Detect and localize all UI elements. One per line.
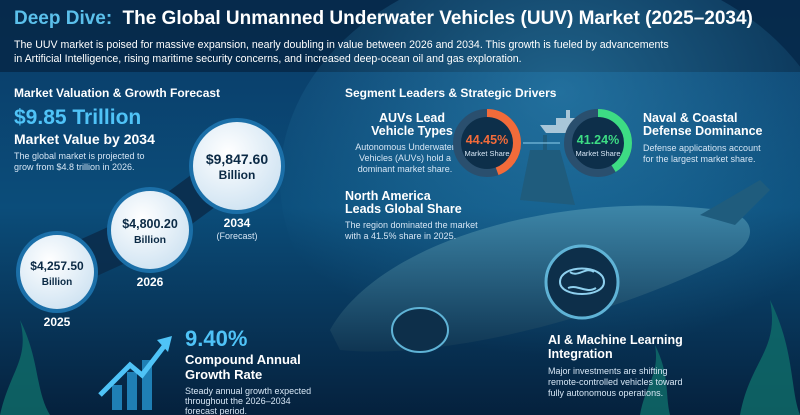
- segment-title: Defense Dominance: [643, 124, 763, 138]
- headline-caption: Market Value by 2034: [14, 131, 155, 147]
- description-line: Major investments are shifting: [548, 366, 668, 376]
- description-line: fully autonomous operations.: [548, 388, 663, 398]
- donut-arc: [564, 109, 632, 177]
- donut-label: 41.24%: [577, 133, 619, 147]
- description-line: The region dominated the market: [345, 220, 478, 230]
- segment-title: Vehicle Types: [371, 124, 453, 138]
- cagr-caption: Growth Rate: [185, 367, 262, 382]
- donut-caption: Market Share: [575, 149, 620, 158]
- bubble-year: 2034: [224, 216, 251, 230]
- description-line: forecast period.: [185, 406, 247, 415]
- description-line: dominant market share.: [358, 164, 453, 174]
- bubble-year: 2026: [137, 275, 164, 289]
- bubble-unit: Billion: [42, 277, 73, 288]
- bubble-inner: [193, 122, 281, 210]
- share-donuts: 44.45% Market Share 41.24% Market Share: [453, 109, 632, 177]
- cagr-value: 9.40%: [185, 326, 247, 351]
- bubble-inner: [20, 235, 94, 309]
- bubble-amount: $4,800.20: [122, 217, 178, 231]
- segment-title: AUVs Lead: [379, 111, 445, 125]
- segment-title: Integration: [548, 347, 613, 361]
- bubble-unit: Billion: [134, 234, 166, 246]
- description-line: for the largest market share.: [643, 154, 756, 164]
- valuation-bubbles: $4,257.50 Billion 2025 $4,800.20 Billion 2026…: [16, 118, 285, 329]
- subtitle-line: The UUV market is poised for massive exp…: [14, 39, 669, 51]
- growth-icon: [98, 336, 172, 410]
- subtitle-line: in Artificial Intelligence, rising marit…: [14, 53, 522, 65]
- bubble-amount: $9,847.60: [206, 151, 268, 167]
- title-text: The Global Unmanned Underwater Vehicles …: [122, 8, 752, 29]
- description-line: with a 41.5% share in 2025.: [344, 231, 456, 241]
- segment-title: North America: [345, 189, 432, 203]
- cagr-caption: Compound Annual: [185, 352, 301, 367]
- segment-title: Leads Global Share: [345, 202, 462, 216]
- segment-title: AI & Machine Learning: [548, 333, 683, 347]
- bubble-year: 2025: [44, 315, 71, 329]
- bubble-unit: Billion: [219, 168, 256, 182]
- donut-label: 44.45%: [466, 133, 508, 147]
- description-line: The global market is projected to: [14, 151, 145, 161]
- bubble-amount: $4,257.50: [30, 259, 84, 273]
- description-line: throughout the 2026–2034: [185, 396, 291, 406]
- description-line: Vehicles (AUVs) hold a: [359, 153, 451, 163]
- description-line: Steady annual growth expected: [185, 386, 311, 396]
- headline-value: $9.85 Trillion: [14, 106, 141, 129]
- bubble-note: (Forecast): [216, 231, 257, 241]
- segment-title: Naval & Coastal: [643, 111, 737, 125]
- section-heading: Market Valuation & Growth Forecast: [14, 86, 220, 100]
- bubble-inner: [111, 191, 189, 269]
- description-line: Defense applications account: [643, 143, 761, 153]
- title: Deep Dive: The Global Unmanned Underwate…: [14, 8, 753, 29]
- description-line: remote-controlled vehicles toward: [548, 377, 683, 387]
- description-line: Autonomous Underwater: [355, 142, 455, 152]
- description-line: grow from $4.8 trillion in 2026.: [14, 162, 135, 172]
- section-heading: Segment Leaders & Strategic Drivers: [345, 86, 557, 100]
- submarine-illustration: [330, 135, 770, 353]
- donut-arc: [453, 109, 521, 177]
- title-highlight: Deep Dive:: [14, 8, 112, 29]
- donut-caption: Market Share: [464, 149, 509, 158]
